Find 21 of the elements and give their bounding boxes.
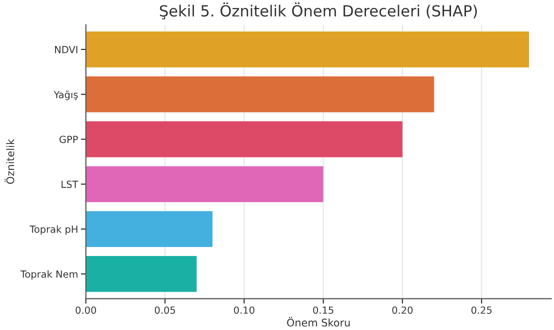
bar (86, 256, 197, 292)
bar (86, 76, 434, 112)
x-tick-label: 0.10 (234, 306, 254, 314)
bar (86, 166, 324, 202)
y-tick-label: LST (62, 180, 78, 188)
bar (86, 211, 212, 248)
x-tick-label: 0.15 (313, 306, 334, 314)
y-tick-label: Toprak Nem (20, 270, 78, 280)
y-tick-label: Toprak pH (30, 225, 78, 235)
bar (86, 121, 402, 158)
x-axis-title: Önem Skoru (287, 316, 350, 327)
bar (86, 31, 530, 68)
x-tick-label: 0.25 (471, 306, 492, 314)
x-tick-label: 0.05 (154, 306, 175, 314)
chart-title: Şekil 5. Öznitelik Önem Dereceleri (SHAP) (160, 2, 477, 20)
y-axis-title: Öznitelik (4, 138, 14, 184)
y-tick-label: Yağış (54, 90, 78, 100)
x-tick-label: 0.20 (392, 306, 413, 314)
y-tick-label: GPP (60, 136, 78, 144)
x-tick-label: 0.00 (76, 306, 96, 314)
y-tick-label: NDVI (55, 46, 78, 54)
